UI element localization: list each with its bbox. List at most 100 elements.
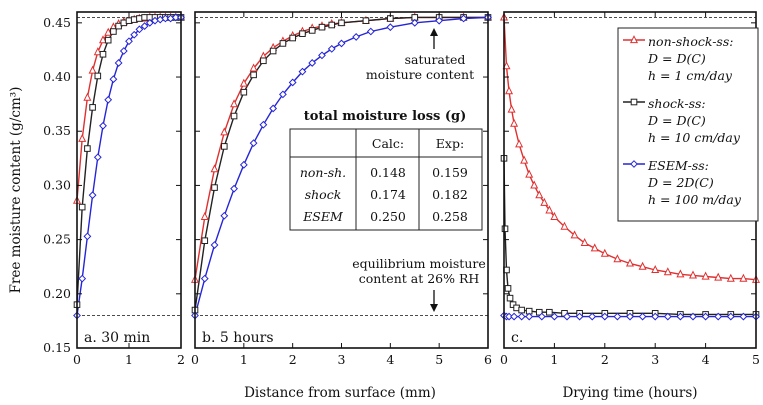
data-point-ESEM-ss (308, 59, 317, 67)
data-point-non-shock-ss (663, 267, 672, 276)
data-point-shock-ss (104, 36, 112, 44)
panel-b-5hours: 0 1 2 3 4 5 6 b. 5 hours (190, 11, 492, 367)
data-point-ESEM-ss (714, 312, 723, 321)
data-point-ESEM-ss (83, 232, 92, 241)
data-point-non-shock-ss (613, 254, 622, 263)
data-point-non-shock-ss (525, 169, 534, 178)
data-point-ESEM-ss (259, 120, 268, 129)
equilibrium-arrow-head (430, 304, 438, 312)
data-point-ESEM-ss (726, 312, 735, 321)
data-point-ESEM-ss (537, 312, 546, 321)
table-row-label: ESEM (302, 209, 344, 224)
equilibrium-annotation: equilibrium moisture content at 26% RH (352, 256, 486, 312)
data-point-non-shock-ss (83, 92, 92, 101)
data-point-non-shock-ss (104, 27, 113, 36)
data-point-non-shock-ss (570, 230, 579, 239)
data-point-non-shock-ss (714, 272, 723, 281)
data-point-non-shock-ss (249, 63, 258, 72)
data-point-ESEM-ss (130, 30, 139, 39)
data-point-shock-ss (279, 40, 287, 47)
y-tick-label: 0.25 (43, 232, 71, 247)
data-point-shock-ss (546, 308, 553, 316)
legend-entry-d: D = 2D(C) (647, 175, 714, 190)
data-point-non-shock-ss (502, 61, 511, 70)
moisture-loss-table: total moisture loss (g) Calc: Exp: non-s… (289, 109, 483, 231)
x-tick-label: 5 (752, 352, 760, 367)
data-point-ESEM-ss (525, 312, 534, 321)
table-frame (289, 128, 483, 231)
legend-frame (617, 27, 759, 222)
y-tick-label: 0.45 (43, 15, 71, 30)
table-header-exp: Exp: (436, 136, 464, 151)
table-cell: 0.174 (370, 187, 406, 202)
data-point-non-shock-ss (638, 261, 647, 270)
data-point-shock-ss (318, 23, 326, 31)
data-point-shock-ss (250, 71, 257, 79)
data-point-non-shock-ss (600, 248, 609, 257)
data-point-ESEM-ss (99, 121, 107, 130)
data-point-shock-ss (221, 143, 228, 150)
x-tick-label: 1 (125, 352, 133, 367)
data-point-shock-ss (94, 72, 102, 80)
data-point-ESEM-ss (600, 312, 609, 321)
data-point-non-shock-ss (625, 258, 635, 267)
data-point-ESEM-ss (663, 312, 672, 321)
legend-entry-name: ESEM-ss: (647, 158, 709, 173)
data-point-ESEM-ss (114, 59, 123, 67)
panel-label: a. 30 min (84, 330, 150, 346)
data-point-ESEM-ss (505, 312, 513, 321)
data-point-ESEM-ss (550, 312, 559, 321)
data-point-ESEM-ss (200, 274, 209, 283)
data-point-non-shock-ss (515, 139, 524, 148)
data-point-shock-ss (230, 112, 238, 120)
data-point-non-shock-ss (210, 164, 219, 173)
data-point-shock-ss (501, 225, 509, 233)
data-point-ESEM-ss (145, 18, 154, 27)
data-point-non-shock-ss (580, 237, 589, 246)
data-point-non-shock-ss (560, 221, 569, 230)
panel-a-30min: 0 1 2 0.15 0.20 0.25 0.30 0.35 0.40 0.45 a. 30 min (43, 11, 186, 367)
data-point-ESEM-ss (125, 37, 133, 46)
series-line-shock-ss (194, 16, 488, 311)
x-tick-label: 2 (289, 352, 297, 367)
data-point-non-shock-ss (540, 197, 549, 206)
legend-entry-h: h = 10 cm/day (648, 130, 741, 145)
data-point-shock-ss (269, 47, 277, 55)
data-point-non-shock-ss (98, 35, 108, 44)
x-tick-label: 2 (177, 352, 185, 367)
data-point-non-shock-ss (739, 273, 748, 282)
data-point-non-shock-ss (507, 104, 516, 113)
saturated-label-line1: saturated (405, 52, 466, 67)
legend-entry-name: shock-ss: (648, 96, 706, 111)
data-point-shock-ss (201, 237, 209, 244)
data-point-shock-ss (211, 184, 218, 191)
data-point-ESEM-ss (288, 78, 297, 87)
series-line-shock-ss (76, 16, 181, 305)
data-point-non-shock-ss (726, 273, 735, 282)
data-point-non-shock-ss (701, 271, 710, 280)
table-header-calc: Calc: (372, 136, 404, 151)
saturated-label-line2: moisture content (366, 67, 474, 82)
y-tick-label: 0.15 (43, 340, 71, 355)
data-point-non-shock-ss (590, 243, 599, 252)
data-point-ESEM-ss (135, 25, 144, 34)
data-point-ESEM-ss (588, 312, 597, 321)
data-point-ESEM-ss (510, 312, 518, 321)
data-point-ESEM-ss (318, 51, 326, 60)
data-point-non-shock-ss (535, 190, 544, 199)
data-point-non-shock-ss (676, 269, 685, 278)
data-point-ESEM-ss (109, 75, 118, 84)
data-point-ESEM-ss (220, 211, 229, 220)
equilibrium-label-line2: content at 26% RH (359, 271, 480, 286)
data-point-ESEM-ss (575, 312, 584, 321)
data-point-ESEM-ss (239, 160, 248, 169)
equilibrium-label-line1: equilibrium moisture (352, 256, 486, 271)
legend: non-shock-ss: D = D(C) h = 1 cm/day shoc… (617, 27, 759, 222)
data-point-ESEM-ss (298, 67, 307, 76)
data-point-ESEM-ss (517, 312, 526, 321)
panel-c-drying: 0 1 2 3 4 5 c. (499, 11, 761, 367)
data-point-ESEM-ss (327, 44, 336, 53)
data-point-shock-ss (506, 294, 514, 302)
data-point-ESEM-ss (230, 184, 238, 193)
